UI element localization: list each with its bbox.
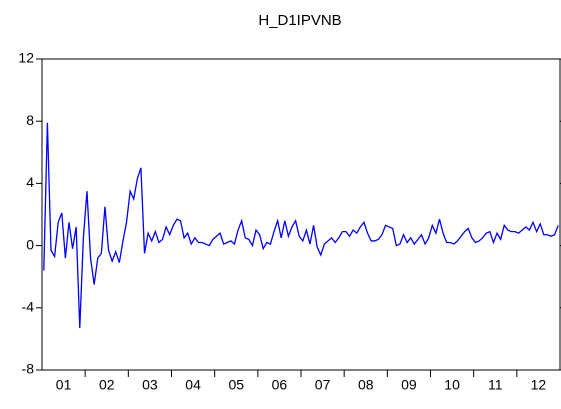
x-tick-label: 01 [56, 377, 72, 393]
plot-frame [41, 58, 561, 371]
x-tick-label: 06 [272, 377, 288, 393]
y-tick-label: -4 [22, 299, 35, 315]
y-tick-label: 8 [26, 112, 34, 128]
y-tick-label: -8 [22, 361, 35, 377]
x-tick-label: 04 [185, 377, 201, 393]
y-tick-label: 4 [26, 174, 34, 190]
x-tick-label: 02 [99, 377, 115, 393]
x-tick-label: 03 [142, 377, 158, 393]
data-line [43, 122, 559, 329]
x-tick-label: 09 [401, 377, 417, 393]
x-tick-label: 05 [228, 377, 244, 393]
y-tick-label: 12 [18, 50, 34, 66]
chart-title: H_D1IPVNB [258, 12, 341, 29]
x-tick-label: 12 [531, 377, 547, 393]
x-tick-label: 11 [488, 377, 503, 393]
y-tick-label: 0 [26, 236, 34, 252]
x-tick-label: 10 [444, 377, 460, 393]
x-tick-label: 07 [315, 377, 331, 393]
x-tick-label: 08 [358, 377, 374, 393]
